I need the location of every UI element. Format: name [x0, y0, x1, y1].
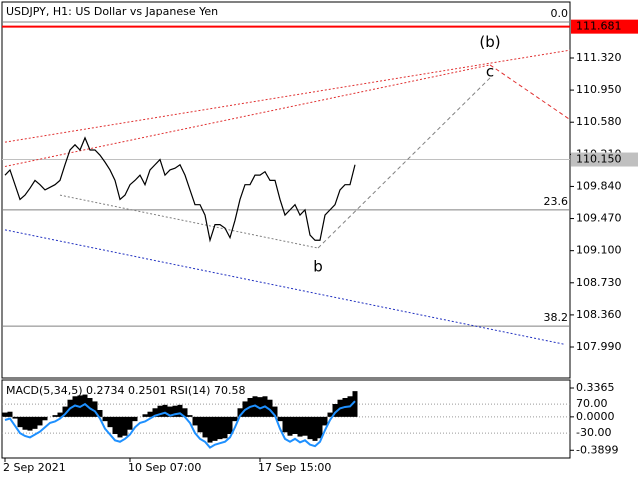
macd-bar [332, 404, 338, 417]
macd-bar [287, 416, 293, 436]
rsi-line [4, 400, 356, 449]
macd-bar [22, 416, 28, 430]
x-tick-label: 17 Sep 15:00 [258, 461, 331, 474]
trendline [4, 49, 571, 143]
macd-bar [272, 406, 278, 417]
macd-bar [172, 405, 178, 417]
macd-bar [97, 410, 103, 417]
macd-bar [157, 405, 163, 417]
chart-title: USDJPY, H1: US Dollar vs Japanese Yen [6, 5, 218, 18]
macd-bar [167, 406, 173, 417]
price-label-box [571, 152, 638, 167]
macd-bar [192, 416, 198, 426]
macd-bar [232, 416, 238, 422]
fib-label: 23.6 [544, 195, 569, 208]
y-tick-label: 109.470 [576, 212, 622, 225]
macd-bar [62, 406, 68, 417]
macd-bar [307, 416, 313, 440]
macd-bar [227, 416, 233, 434]
y-tick-label: 111.320 [576, 51, 622, 64]
macd-bar [302, 416, 308, 436]
macd-bar [162, 404, 168, 417]
macd-bar [42, 416, 48, 421]
macd-bar [207, 416, 213, 443]
macd-bar [197, 416, 203, 433]
price-label-box [571, 19, 638, 34]
y-tick-label: -0.3899 [576, 443, 618, 456]
annotation: b [313, 258, 323, 276]
macd-bar [52, 415, 58, 417]
macd-bar [187, 415, 193, 417]
macd-bar [277, 416, 283, 422]
y-tick-label: 110.950 [576, 83, 622, 96]
fib-label: 0.0 [551, 7, 569, 20]
macd-bar [257, 397, 263, 417]
macd-bar [297, 416, 303, 437]
x-tick-label: 10 Sep 07:00 [128, 461, 201, 474]
trendline [317, 77, 491, 249]
price-label: 110.150 [576, 153, 622, 166]
macd-bar [317, 416, 323, 439]
macd-bar [222, 416, 228, 439]
macd-bar [107, 416, 113, 428]
macd-bar [27, 416, 33, 431]
macd-bar [177, 404, 183, 417]
macd-bar [37, 416, 43, 426]
price-label: 111.681 [576, 20, 622, 33]
macd-bar [292, 416, 298, 434]
fib-label: 38.2 [544, 311, 569, 324]
main-frame [1, 1, 571, 379]
macd-bar [312, 416, 318, 441]
x-tick-label: 2 Sep 2021 [3, 461, 66, 474]
macd-bar [282, 416, 288, 433]
y-tick-label: 110.580 [576, 115, 622, 128]
macd-bar [82, 394, 88, 417]
macd-frame [1, 379, 571, 459]
price-line-series [4, 136, 356, 243]
macd-bar [237, 408, 243, 417]
trendline [489, 64, 571, 121]
macd-bar [322, 416, 328, 426]
y2-tick-label: 70.00 [576, 397, 608, 410]
macd-bar [182, 408, 188, 417]
macd-bar [212, 416, 218, 441]
macd-bar [117, 416, 123, 438]
macd-bar [352, 391, 358, 417]
trendline [4, 229, 566, 345]
y2-tick-label: -30.00 [576, 426, 611, 439]
macd-bar [202, 416, 208, 438]
macd-bar [217, 416, 223, 440]
macd-bar [7, 411, 13, 417]
macd-bar [2, 412, 8, 417]
macd-bar [112, 416, 118, 434]
macd-bar [32, 416, 38, 429]
macd-bar [102, 416, 108, 422]
macd-bar [12, 416, 18, 419]
annotation: c [486, 62, 494, 80]
macd-bar [17, 416, 23, 428]
annotation: (b) [479, 33, 500, 51]
macd-bar [142, 414, 148, 417]
macd-bar [122, 416, 128, 436]
macd-bar [152, 408, 158, 417]
macd-bar [127, 416, 133, 430]
y-tick-label: 108.360 [576, 308, 622, 321]
macd-bar [327, 412, 333, 417]
y-tick-label: 0.3365 [576, 381, 615, 394]
macd-bar [267, 399, 273, 417]
macd-title: MACD(5,34,5) 0.2734 0.2501 RSI(14) 70.58 [6, 384, 245, 397]
y-tick-label: 109.840 [576, 179, 622, 192]
macd-bar [57, 412, 63, 417]
y-tick-label: 109.100 [576, 244, 622, 257]
y-tick-label: 0.0000 [576, 410, 615, 423]
y-tick-label: 108.730 [576, 276, 622, 289]
macd-bar [132, 416, 138, 422]
y-tick-label: 107.990 [576, 340, 622, 353]
macd-bar [147, 411, 153, 417]
macd-bar [92, 401, 98, 417]
trendline [4, 64, 491, 167]
